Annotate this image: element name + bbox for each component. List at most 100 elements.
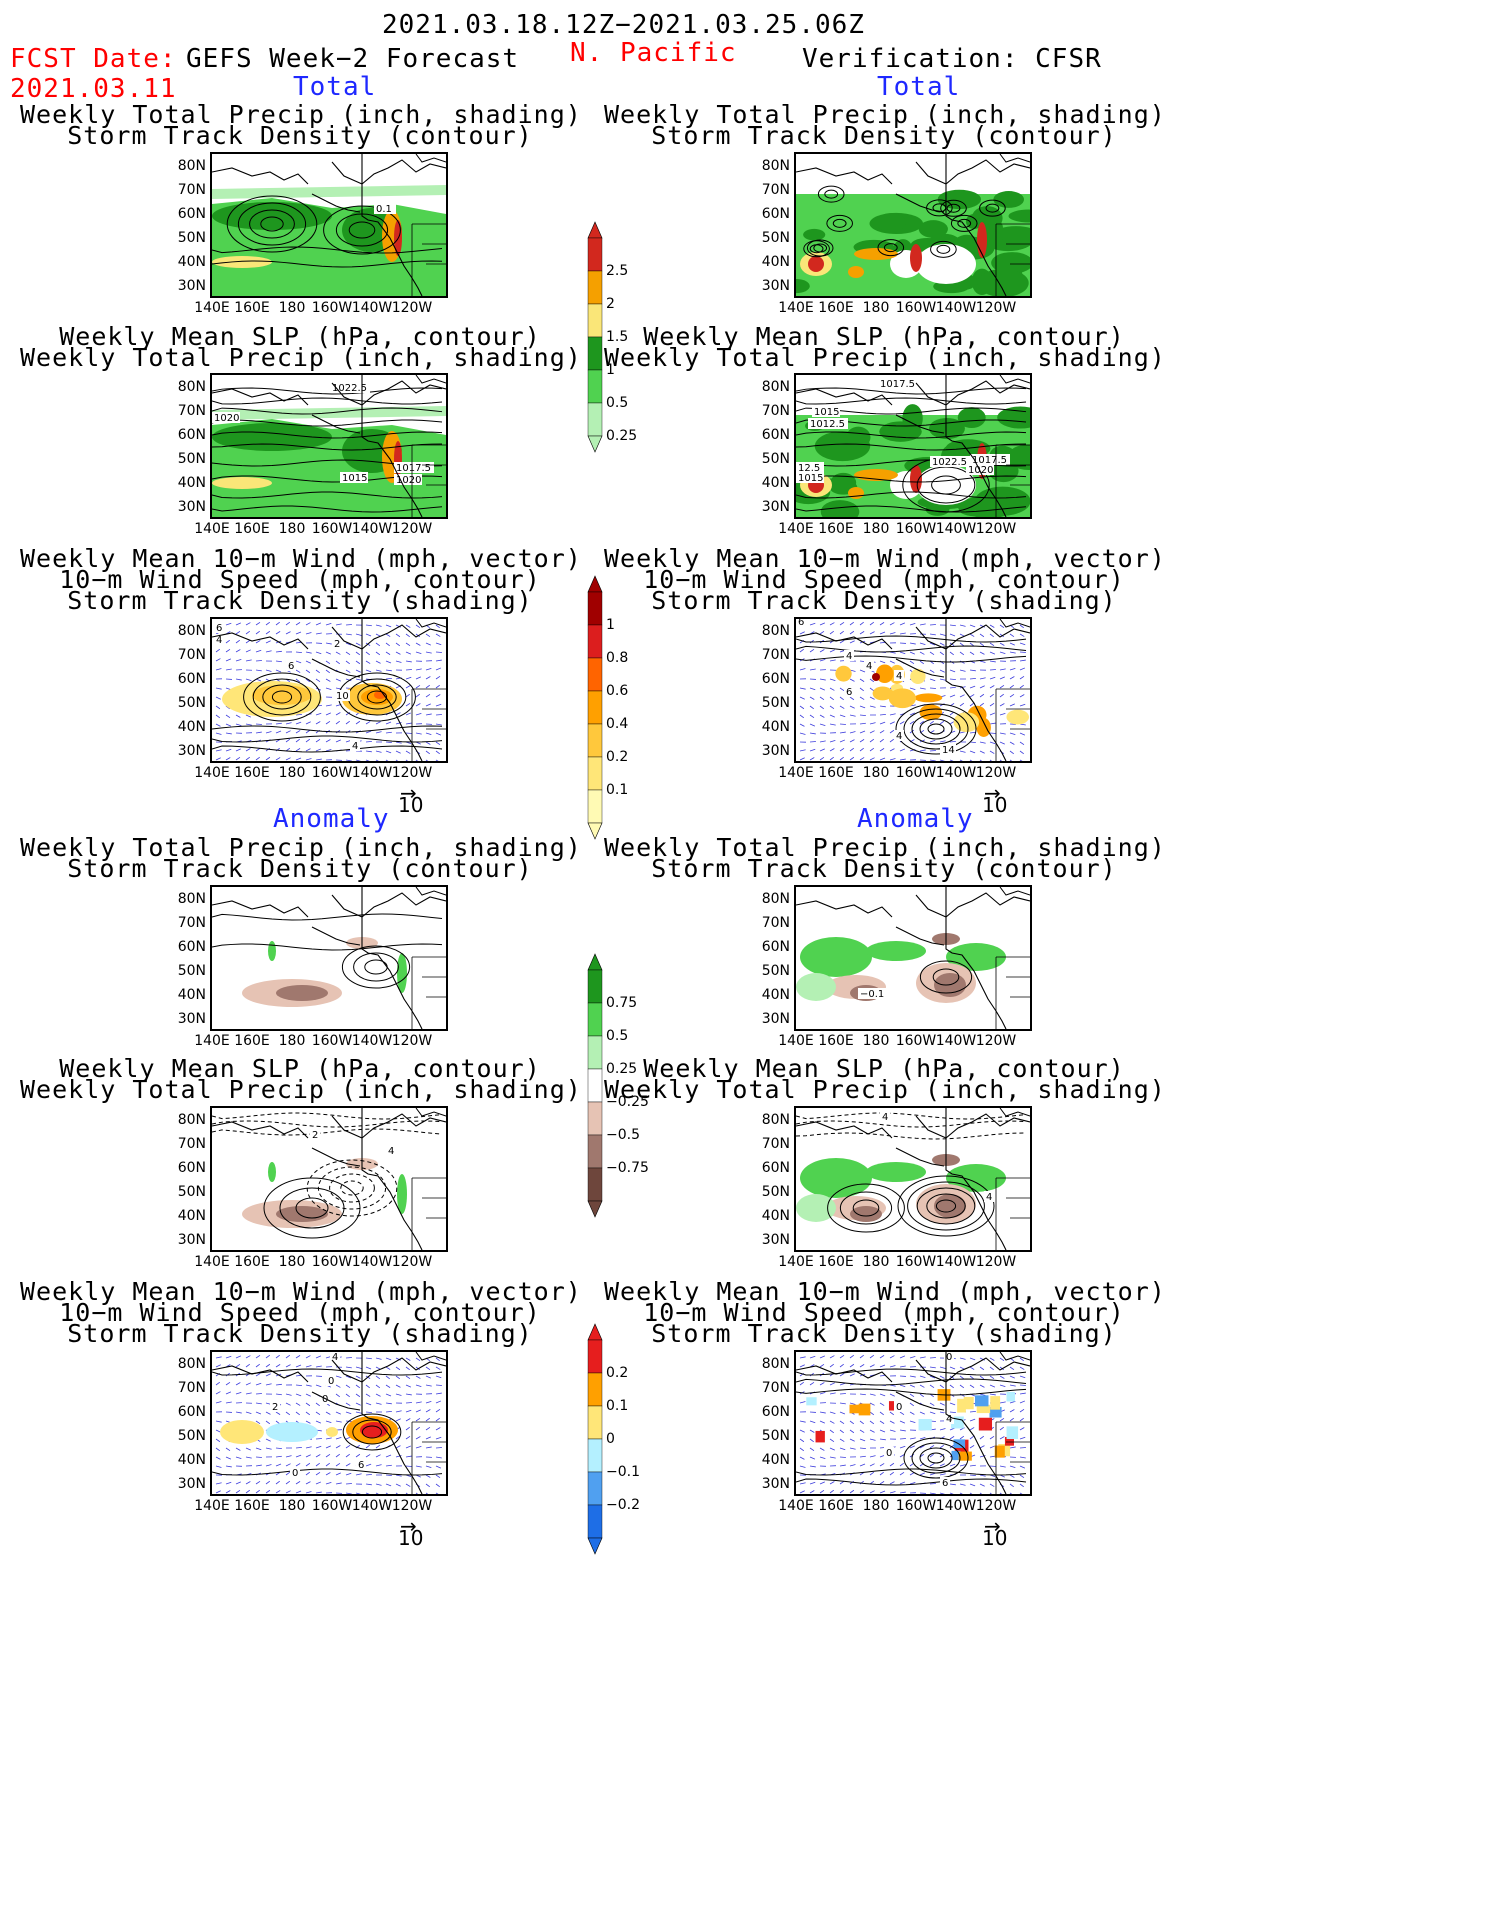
- lon-tick-label: 180: [278, 1254, 306, 1270]
- region-title: N. Pacific: [570, 38, 737, 68]
- colorbar-total_precip: [587, 221, 603, 453]
- svg-text:0: 0: [946, 1352, 952, 1363]
- colorbar-tick-label: 0.2: [606, 749, 629, 765]
- svg-text:4: 4: [846, 651, 852, 662]
- lon-tick-label: 160W: [895, 765, 937, 781]
- lon-tick-label: 160W: [311, 765, 353, 781]
- panel-title-line: Storm Track Density (shading): [651, 1319, 1117, 1348]
- svg-text:2: 2: [312, 1130, 318, 1141]
- lat-tick-label: 50N: [761, 963, 790, 979]
- lon-tick-label: 140E: [778, 521, 814, 537]
- lon-tick-label: 140W: [351, 521, 393, 537]
- lat-tick-label: 80N: [761, 1356, 790, 1372]
- svg-text:6: 6: [942, 1478, 948, 1489]
- lat-tick-label: 40N: [761, 254, 790, 270]
- colorbar-tick-label: 1: [606, 617, 615, 633]
- colorbar-tick-label: 2: [606, 296, 615, 312]
- lat-tick-label: 80N: [761, 891, 790, 907]
- lon-tick-label: 140W: [935, 1254, 977, 1270]
- colorbar-tick-label: 0.8: [606, 650, 629, 666]
- right-title: Verification: CFSR: [802, 44, 1102, 74]
- svg-text:14: 14: [942, 745, 955, 756]
- panel-title-line: Weekly Total Precip (inch, shading): [20, 343, 582, 372]
- lon-tick-label: 120W: [391, 1254, 433, 1270]
- lat-tick-label: 80N: [177, 623, 206, 639]
- lat-tick-label: 80N: [177, 1356, 206, 1372]
- lon-tick-label: 180: [278, 521, 306, 537]
- lat-tick-label: 30N: [761, 1011, 790, 1027]
- map-graphic: [212, 887, 446, 1029]
- lat-tick-label: 40N: [177, 987, 206, 1003]
- svg-text:1020: 1020: [214, 413, 239, 424]
- vector-reference-label: 10: [398, 1526, 424, 1550]
- lat-tick-label: 30N: [177, 1232, 206, 1248]
- lon-tick-label: 160W: [895, 1033, 937, 1049]
- lat-tick-label: 40N: [761, 1208, 790, 1224]
- lon-tick-label: 160E: [234, 300, 270, 316]
- lon-tick-label: 140W: [935, 300, 977, 316]
- svg-text:1015: 1015: [342, 473, 367, 484]
- colorbar-tick-label: 1.5: [606, 329, 629, 345]
- lon-tick-label: 140E: [778, 1498, 814, 1514]
- svg-text:4: 4: [882, 1112, 888, 1123]
- lon-tick-label: 180: [862, 1033, 890, 1049]
- lat-tick-label: 30N: [761, 278, 790, 294]
- lon-tick-label: 160E: [818, 1498, 854, 1514]
- colorbar-tick-label: −0.2: [606, 1497, 640, 1513]
- lat-tick-label: 30N: [177, 278, 206, 294]
- colorbar-tick-label: 2.5: [606, 263, 629, 279]
- lon-tick-label: 160W: [311, 1254, 353, 1270]
- lon-tick-label: 120W: [391, 521, 433, 537]
- lat-tick-label: 80N: [177, 1112, 206, 1128]
- svg-text:1020: 1020: [968, 465, 993, 476]
- colorbar-tick-label: 1: [606, 362, 615, 378]
- lat-tick-label: 40N: [761, 987, 790, 1003]
- svg-text:4: 4: [896, 731, 902, 742]
- svg-text:0: 0: [328, 1376, 334, 1387]
- lat-tick-label: 30N: [177, 499, 206, 515]
- lat-tick-label: 40N: [177, 719, 206, 735]
- section-total-left: Total: [293, 72, 377, 102]
- lat-tick-label: 80N: [761, 379, 790, 395]
- lon-tick-label: 180: [278, 300, 306, 316]
- map-panel: −0.1: [794, 885, 1032, 1031]
- lat-tick-label: 30N: [761, 743, 790, 759]
- map-panel: 6 4 4 4 6 14 4: [794, 617, 1032, 763]
- lon-tick-label: 120W: [391, 1498, 433, 1514]
- panel-title-line: 10−m Wind Speed (mph, contour): [59, 565, 541, 594]
- lat-tick-label: 80N: [761, 158, 790, 174]
- svg-text:10: 10: [336, 691, 349, 702]
- lon-tick-label: 160E: [234, 765, 270, 781]
- panel-title-line: Storm Track Density (shading): [651, 586, 1117, 615]
- lon-tick-label: 120W: [391, 1033, 433, 1049]
- map-graphic: 6 4 4 4 6 14 4: [796, 619, 1030, 761]
- lat-tick-label: 50N: [761, 695, 790, 711]
- colorbar-tick-label: −0.1: [606, 1464, 640, 1480]
- lon-tick-label: 140W: [935, 1498, 977, 1514]
- lon-tick-label: 140E: [778, 1254, 814, 1270]
- map-panel: 1022.5 1020 1015 1017.5 1020: [210, 373, 448, 519]
- panel-title-line: Weekly Mean 10−m Wind (mph, vector): [604, 1277, 1166, 1306]
- panel-title-line: Storm Track Density (contour): [651, 121, 1117, 150]
- lat-tick-label: 80N: [177, 379, 206, 395]
- lon-tick-label: 120W: [391, 300, 433, 316]
- lon-tick-label: 140E: [194, 1033, 230, 1049]
- panel-title-line: Weekly Total Precip (inch, shading): [604, 1075, 1166, 1104]
- svg-text:4: 4: [946, 1414, 952, 1425]
- lon-tick-label: 180: [278, 765, 306, 781]
- lat-tick-label: 60N: [177, 939, 206, 955]
- lon-tick-label: 160E: [234, 1498, 270, 1514]
- lon-tick-label: 120W: [975, 521, 1017, 537]
- lat-tick-label: 60N: [761, 1160, 790, 1176]
- lat-tick-label: 50N: [761, 451, 790, 467]
- lat-tick-label: 40N: [177, 1208, 206, 1224]
- lon-tick-label: 180: [278, 1498, 306, 1514]
- svg-text:1017.5: 1017.5: [972, 455, 1007, 466]
- vector-reference-label: 10: [398, 793, 424, 817]
- lat-tick-label: 70N: [177, 182, 206, 198]
- lon-tick-label: 160W: [895, 521, 937, 537]
- svg-text:2: 2: [334, 639, 340, 650]
- lon-tick-label: 120W: [975, 300, 1017, 316]
- svg-text:4: 4: [388, 1146, 394, 1157]
